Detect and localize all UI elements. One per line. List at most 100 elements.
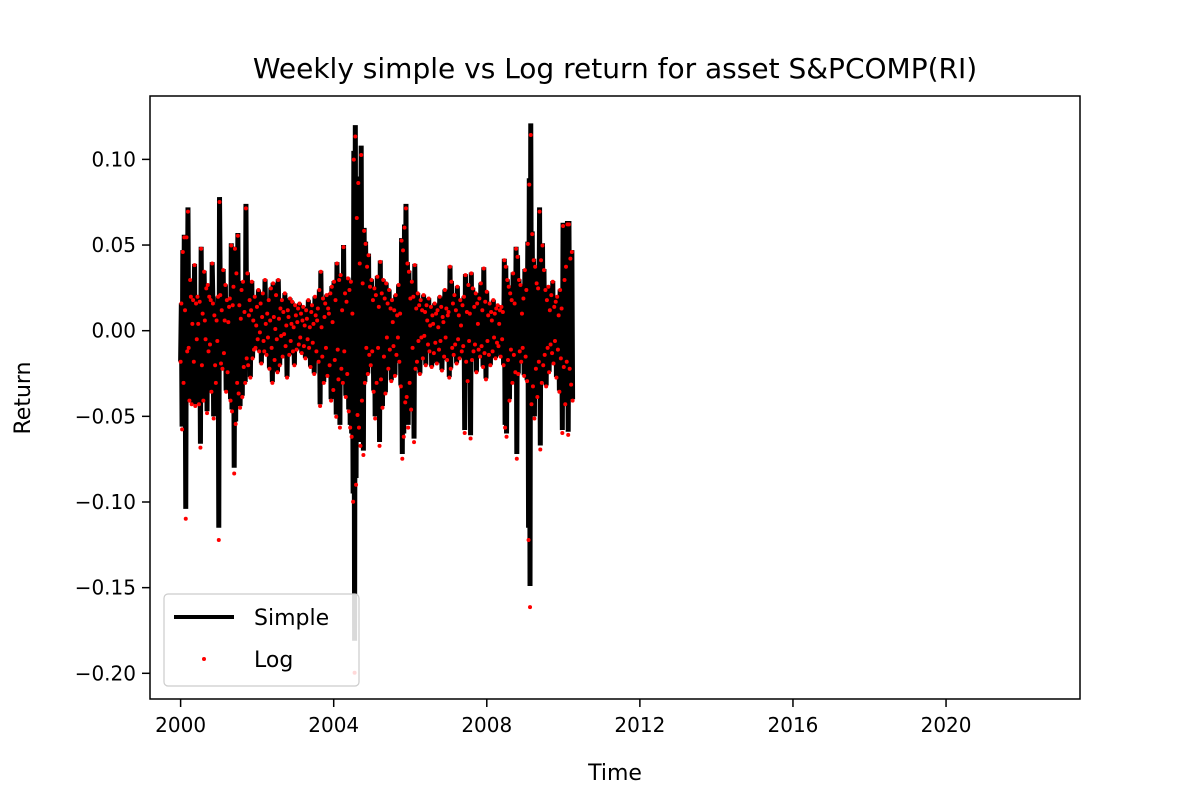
log-point <box>460 303 465 308</box>
log-point <box>320 354 325 359</box>
log-point <box>315 318 320 323</box>
log-point <box>470 286 475 291</box>
log-point <box>201 398 206 403</box>
log-point <box>303 356 308 361</box>
log-point <box>425 342 430 347</box>
log-point <box>399 238 404 243</box>
log-point <box>481 266 486 271</box>
log-point <box>550 351 555 356</box>
log-point <box>443 335 448 340</box>
log-point <box>230 303 235 308</box>
log-point <box>417 303 422 308</box>
log-point <box>371 389 376 394</box>
log-point <box>281 309 286 314</box>
log-point <box>369 278 374 283</box>
log-point <box>532 416 537 421</box>
log-point <box>419 335 424 340</box>
log-point <box>310 340 315 345</box>
log-point <box>534 281 539 286</box>
log-point <box>486 313 491 318</box>
log-point <box>228 398 233 403</box>
log-point <box>498 354 503 359</box>
log-point <box>360 281 365 286</box>
log-point <box>195 294 200 299</box>
log-point <box>440 315 445 320</box>
log-point <box>456 313 461 318</box>
log-point <box>241 279 246 284</box>
log-point <box>508 347 513 352</box>
log-point <box>567 366 572 371</box>
log-point <box>326 311 331 316</box>
log-point <box>510 380 515 385</box>
log-point <box>290 349 295 354</box>
log-point <box>557 389 562 394</box>
log-point <box>412 440 417 445</box>
log-point <box>437 294 442 299</box>
log-point <box>501 363 506 368</box>
log-point <box>415 291 420 296</box>
log-point <box>328 291 333 296</box>
log-point <box>528 605 533 610</box>
log-point <box>446 309 451 314</box>
log-point <box>507 398 512 403</box>
log-point <box>403 400 408 405</box>
log-point <box>269 345 274 350</box>
log-point <box>407 380 412 385</box>
log-point <box>476 347 481 352</box>
log-point <box>234 271 239 276</box>
log-point <box>529 402 534 407</box>
log-point <box>531 258 536 263</box>
log-point <box>428 304 433 309</box>
log-point <box>186 345 191 350</box>
log-point <box>221 351 226 356</box>
log-point <box>268 286 273 291</box>
log-point <box>222 318 227 323</box>
log-point <box>260 291 265 296</box>
log-point <box>197 299 202 304</box>
log-point <box>304 316 309 321</box>
log-point <box>442 288 447 293</box>
log-point <box>411 294 416 299</box>
log-point <box>414 306 419 311</box>
log-point <box>223 283 228 288</box>
log-point <box>308 365 313 370</box>
log-point <box>562 278 567 283</box>
plot-frame <box>149 95 1081 700</box>
log-point <box>459 349 464 354</box>
log-point <box>321 380 326 385</box>
log-point <box>543 288 548 293</box>
log-point <box>327 363 332 368</box>
log-point <box>296 342 301 347</box>
log-point <box>220 366 225 371</box>
log-point <box>447 375 452 380</box>
y-tick-label: −0.20 <box>75 661 136 685</box>
log-point <box>355 412 360 417</box>
log-point <box>544 384 549 389</box>
log-point <box>471 349 476 354</box>
log-point <box>227 304 232 309</box>
log-point <box>365 264 370 269</box>
log-point <box>262 349 267 354</box>
log-point <box>216 537 221 542</box>
log-point <box>480 308 485 313</box>
log-point <box>554 375 559 380</box>
log-point <box>354 215 359 220</box>
y-tick-label: 0.00 <box>91 319 136 343</box>
log-point <box>569 382 574 387</box>
log-point <box>524 288 529 293</box>
log-point <box>563 264 568 269</box>
log-point <box>539 258 544 263</box>
log-point <box>489 309 494 314</box>
log-point <box>202 269 207 274</box>
log-point <box>527 182 532 187</box>
log-point <box>390 320 395 325</box>
log-point <box>294 347 299 352</box>
log-point <box>518 283 523 288</box>
log-point <box>431 321 436 326</box>
x-tick-label: 2000 <box>155 713 206 737</box>
log-point <box>453 308 458 313</box>
log-point <box>427 349 432 354</box>
log-point <box>397 359 402 364</box>
log-point <box>497 308 502 313</box>
log-point <box>337 278 342 283</box>
